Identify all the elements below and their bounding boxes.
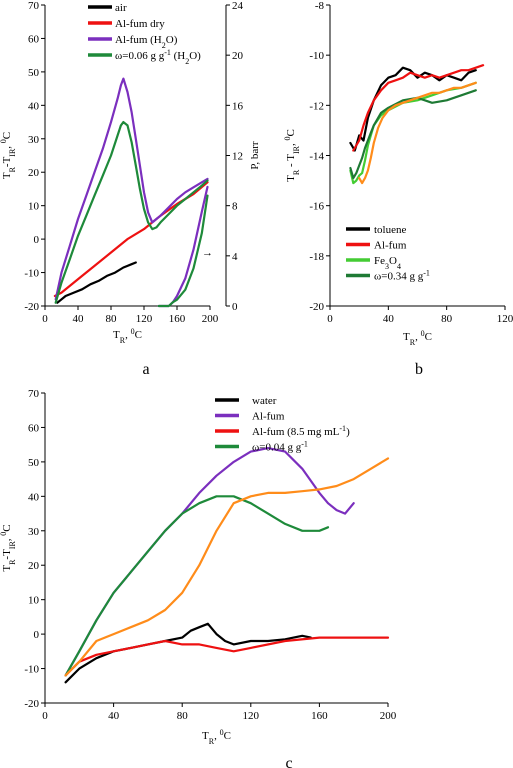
panel-a: -20 -10 0 10 20 30 40 50 60 70 0 40 80 120 160 200 0 4 8 12… (0, 0, 261, 345)
series-line-c-1 (64, 447, 355, 677)
x-axis-label-a: TR, 0C (113, 327, 142, 345)
legend-label-c-1: Al-fum (252, 411, 285, 423)
x-tick-label-b: 0 (327, 313, 333, 325)
y2-tick-label-a: 16 (232, 100, 244, 112)
y-tick-label-b: -12 (309, 100, 324, 112)
panel-c: -20 -10 0 10 20 30 40 50 60 70 0 40 80 120 160 200 TR, 0… (0, 388, 397, 746)
legend-label-a-3: ω=0.06 g g-1 (H2O) (115, 48, 201, 66)
y2-tick-label-a: 20 (232, 50, 244, 62)
y-axis-label-a: TR-TIR, 0C (0, 132, 17, 179)
panel-b: -20 -18 -16 -14 -12 -10 -8 0 40 80 120 TR, 0C TR - T… (283, 0, 513, 347)
legend-label-c-3: ω=0.04 g g-1 (252, 439, 308, 454)
y-tick-label-a: 50 (28, 67, 40, 79)
series-line-b-0 (349, 66, 477, 152)
x-axis-label-b: TR, 0C (403, 329, 432, 347)
series-line-a-5 (157, 194, 209, 308)
y2-tick-label-a: 8 (232, 201, 238, 213)
legend-label-c-2: Al-fum (8.5 mg mL-1) (252, 424, 350, 439)
legend-label-b-1: Al-fum (374, 240, 407, 252)
y-tick-label-a: 40 (28, 100, 40, 112)
panel-label-b: b (415, 361, 423, 378)
y-tick-label-b: -10 (309, 50, 324, 62)
x-tick-label-a: 80 (106, 313, 118, 325)
y-tick-label-a: -10 (24, 268, 39, 280)
series-line-c-2 (64, 636, 390, 677)
y-tick-label-b: -14 (309, 151, 324, 163)
x-tick-label-a: 120 (136, 313, 153, 325)
series-line-a-2 (54, 77, 209, 301)
y-tick-label-a: 20 (28, 167, 40, 179)
x-tick-label-c: 160 (311, 710, 328, 722)
series-line-b-3 (349, 89, 477, 180)
y-tick-label-c: 10 (28, 595, 40, 607)
y-tick-label-b: -18 (309, 251, 324, 263)
series-line-b-4 (358, 81, 477, 185)
y2-tick-label-a: 0 (232, 301, 238, 313)
legend-label-b-2: Fe3O4 (374, 255, 401, 271)
x-tick-label-c: 80 (177, 710, 189, 722)
x-tick-label-a: 40 (73, 313, 85, 325)
x-tick-label-c: 120 (243, 710, 260, 722)
x-tick-label-b: 40 (383, 313, 395, 325)
y-tick-label-c: 70 (28, 388, 40, 400)
legend-label-a-1: Al-fum dry (115, 18, 165, 30)
x-axis-label-c: TR, 0C (202, 728, 231, 746)
y-tick-label-a: 10 (28, 201, 40, 213)
series-line-a-3 (54, 120, 209, 304)
x-tick-label-c: 200 (380, 710, 397, 722)
y-tick-label-a: -20 (24, 301, 39, 313)
series-line-c-3 (64, 495, 330, 677)
y-tick-label-c: 0 (34, 629, 40, 641)
x-tick-label-c: 40 (108, 710, 120, 722)
x-tick-label-a: 200 (202, 313, 219, 325)
x-tick-label-a: 160 (169, 313, 186, 325)
panel-label-c: c (285, 755, 292, 768)
legend-label-a-0: air (115, 2, 127, 14)
y2-tick-label-a: 24 (232, 0, 244, 12)
y-tick-label-b: -16 (309, 201, 324, 213)
x-tick-label-c: 0 (42, 710, 48, 722)
y-tick-label-c: -10 (24, 664, 39, 676)
y-tick-label-c: 60 (28, 422, 40, 434)
series-line-a-4 (157, 185, 209, 308)
series-line-b-1 (352, 64, 485, 152)
y2-tick-label-a: 12 (232, 151, 243, 163)
y-tick-label-c: 30 (28, 526, 40, 538)
series-line-a-0 (56, 261, 137, 304)
legend-label-b-0: toluene (374, 224, 406, 236)
y-tick-label-c: 20 (28, 560, 40, 572)
y2-axis-label-a: P, barr (249, 141, 261, 169)
legend-label-b-3: ω=0.34 g g-1 (374, 268, 430, 283)
y-tick-label-c: 40 (28, 491, 40, 503)
x-tick-label-a: 0 (42, 313, 48, 325)
y-tick-label-a: 70 (28, 0, 40, 12)
annotation-arrow-a: → (202, 247, 213, 259)
y-axis-label-c: TR-TIR, 0C (0, 524, 17, 571)
y-tick-label-c: 50 (28, 457, 40, 469)
x-tick-label-b: 80 (441, 313, 453, 325)
y-tick-label-a: 30 (28, 134, 40, 146)
y2-tick-label-a: 4 (232, 251, 238, 263)
y-tick-label-a: 0 (34, 234, 40, 246)
series-line-c-4 (64, 457, 390, 677)
legend-label-a-2: Al-fum (H2O) (115, 34, 178, 50)
y-axis-label-b: TR - TIR, 0C (283, 129, 301, 182)
panel-label-a: a (142, 361, 149, 378)
y-tick-label-b: -8 (315, 0, 325, 12)
y-tick-label-b: -20 (309, 301, 324, 313)
y-tick-label-c: -20 (24, 698, 39, 710)
y-tick-label-a: 60 (28, 33, 40, 45)
legend-label-c-0: water (252, 395, 277, 407)
x-tick-label-b: 120 (497, 313, 513, 325)
